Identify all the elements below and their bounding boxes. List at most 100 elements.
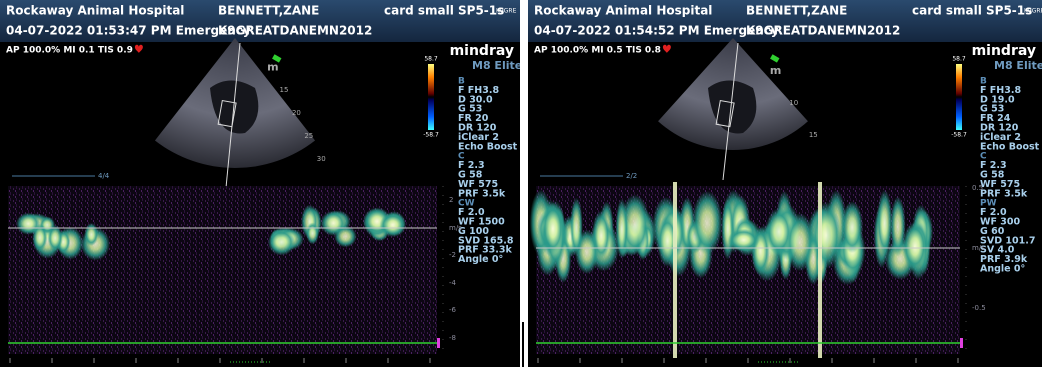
heart-icon — [662, 44, 671, 53]
colorbar-max: 58.7 — [424, 56, 438, 63]
depth-label: 25 — [304, 132, 313, 140]
spectrum-signal — [570, 197, 583, 257]
depth-label: 15 — [809, 131, 818, 139]
depth-label: 30 — [317, 155, 326, 163]
color-bar — [428, 64, 434, 130]
spectrum-signal — [379, 212, 407, 238]
colorbar-min: -58.7 — [423, 132, 439, 139]
spectrum-signal — [541, 202, 565, 255]
sweep-marker — [960, 338, 963, 348]
param-heading: B — [458, 77, 465, 87]
param-heading: PW — [980, 199, 997, 209]
param: WF 575 — [980, 179, 1020, 190]
param: D 19.0 — [980, 94, 1015, 105]
param: D 30.0 — [458, 94, 493, 105]
param: Echo Boost — [980, 141, 1040, 152]
depth-label: m — [267, 60, 278, 73]
spectrum-signal — [306, 222, 319, 245]
param: PRF 3.9k — [980, 254, 1028, 265]
param-heading: C — [980, 152, 987, 162]
spectrum-signal — [691, 190, 723, 255]
sample-box — [715, 99, 735, 128]
spectrum-signal — [890, 196, 906, 257]
param: SVD 165.8 — [458, 235, 514, 246]
scale-label: m/s — [972, 244, 985, 252]
param: F 2.0 — [980, 207, 1007, 218]
header-bar — [528, 0, 1042, 42]
probe: SP5-1s — [986, 4, 1032, 18]
patient: BENNETT,ZANE — [746, 4, 847, 18]
spectrum-signal — [785, 212, 815, 272]
depth-label: 20 — [292, 109, 301, 117]
param-heading: B — [980, 77, 987, 87]
depth-label: 15 — [280, 86, 289, 94]
hospital: Rockaway Animal Hospital — [6, 4, 184, 18]
param: F FH3.8 — [458, 85, 499, 96]
spectrum-signal — [615, 198, 629, 259]
param: F FH3.8 — [980, 85, 1021, 96]
status: AP 100.0% MI 0.5 TIS 0.8 — [534, 46, 661, 56]
cursor-line — [722, 42, 739, 181]
param: Echo Boost — [458, 141, 518, 152]
param: FR 20 — [458, 113, 489, 124]
scale-label: -2 — [449, 251, 456, 259]
spectrum-signal — [267, 228, 296, 256]
page-indicator: 2/2 — [626, 172, 637, 180]
param: FR 24 — [980, 113, 1011, 124]
spike — [818, 182, 822, 358]
spectrum-signal — [811, 201, 842, 269]
param: Angle 0° — [458, 254, 503, 265]
depth-label: 10 — [789, 99, 798, 107]
patient: BENNETT,ZANE — [218, 4, 319, 18]
spectrum-signal — [727, 228, 760, 252]
param: G 60 — [980, 226, 1005, 237]
datetime: 04-07-2022 01:54:52 PM Emergency — [534, 24, 779, 38]
preset: card small — [912, 4, 982, 18]
scale-label: m/s — [449, 224, 462, 232]
scale-label: 2 — [449, 196, 453, 204]
param: F 2.0 — [458, 207, 485, 218]
scale-label: -0.5 — [972, 304, 986, 312]
param: WF 1500 — [458, 217, 505, 228]
tag: K9GRE — [1024, 8, 1042, 15]
panel: Rockaway Animal Hospital BENNETT,ZANE card… — [0, 0, 522, 367]
param: G 58 — [980, 170, 1005, 181]
divider — [520, 0, 528, 367]
param: G 100 — [458, 226, 489, 237]
cursor-line — [224, 42, 241, 199]
param: F 2.3 — [458, 160, 485, 171]
page-indicator: 4/4 — [98, 172, 110, 180]
sweep-marker — [437, 338, 440, 348]
param-heading: CW — [458, 199, 475, 209]
depth-label: m — [770, 64, 781, 77]
exam-id: K9GREATDANEMN2012 — [218, 24, 372, 38]
model: M8 Elite — [994, 59, 1042, 72]
scale-label: -4 — [449, 279, 457, 287]
spike — [673, 182, 677, 358]
brand: mindray — [972, 43, 1036, 59]
colorbar-min: -58.7 — [951, 132, 967, 139]
panel: Rockaway Animal Hospital BENNETT,ZANE card… — [528, 0, 1042, 367]
color-bar — [956, 64, 962, 130]
scale-label: -8 — [449, 334, 456, 342]
spectrum-signal — [876, 189, 893, 256]
colorbar-max: 58.7 — [952, 56, 966, 63]
scale-label: -6 — [449, 306, 457, 314]
tag: K9GRE — [496, 8, 517, 15]
param: WF 575 — [458, 179, 498, 190]
param: SV 4.0 — [980, 245, 1015, 256]
spectrum-signal — [32, 223, 48, 252]
param: SVD 101.7 — [980, 235, 1035, 246]
spectrum-signal — [657, 215, 678, 267]
preset: card small — [384, 4, 454, 18]
status: AP 100.0% MI 0.1 TIS 0.9 — [6, 46, 133, 56]
datetime: 04-07-2022 01:53:47 PM Emergency — [6, 24, 251, 38]
focus-marker — [272, 54, 282, 63]
focus-marker — [770, 54, 780, 63]
spectrum-signal — [84, 222, 99, 246]
param: PRF 33.3k — [458, 245, 513, 256]
sample-box — [217, 99, 237, 128]
spectrum-signal — [902, 221, 928, 272]
param: PRF 3.5k — [980, 188, 1028, 199]
